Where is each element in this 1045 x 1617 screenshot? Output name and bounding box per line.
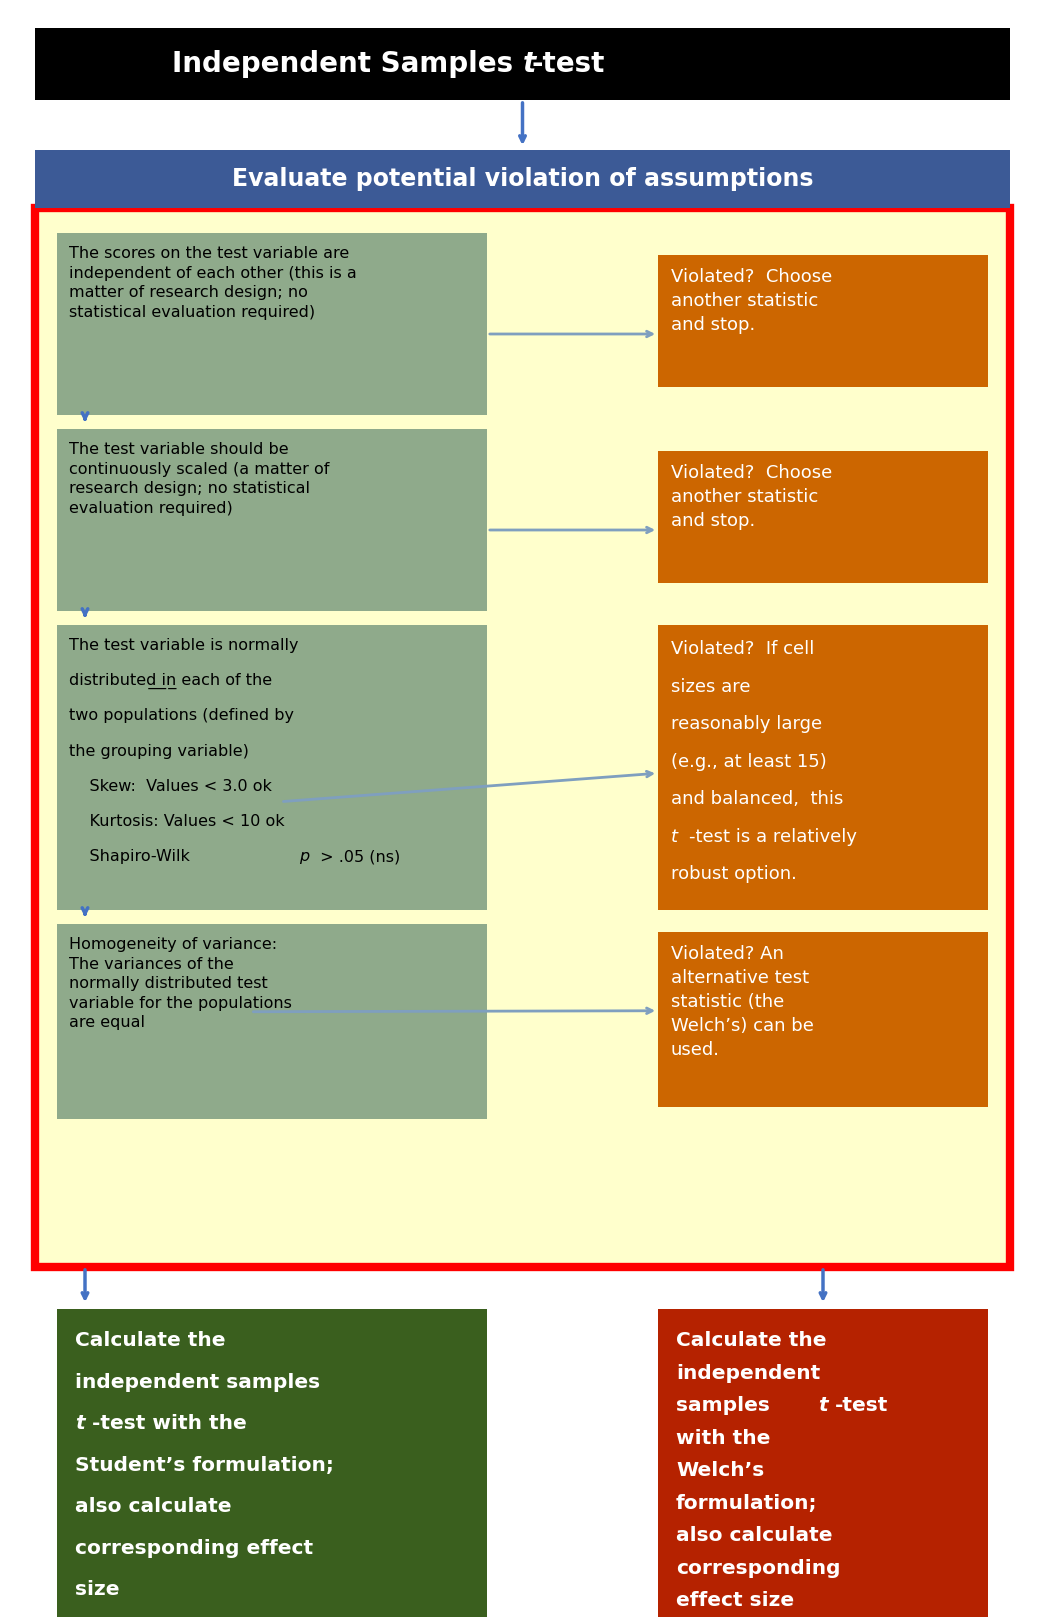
- FancyBboxPatch shape: [658, 626, 988, 910]
- FancyBboxPatch shape: [57, 1310, 487, 1617]
- Text: independent samples: independent samples: [75, 1373, 320, 1392]
- Text: The test variable is normally: The test variable is normally: [69, 639, 299, 653]
- Text: reasonably large: reasonably large: [671, 715, 822, 733]
- Text: Welch’s: Welch’s: [676, 1462, 764, 1480]
- Text: Evaluate potential violation of assumptions: Evaluate potential violation of assumpti…: [232, 167, 813, 191]
- Text: p: p: [299, 849, 309, 863]
- Text: -test is a relatively: -test is a relatively: [689, 828, 857, 846]
- Text: distributed̲ ̲i̲n̲ each of the: distributed̲ ̲i̲n̲ each of the: [69, 673, 272, 689]
- Text: t: t: [818, 1395, 828, 1415]
- Text: Violated?  If cell: Violated? If cell: [671, 640, 814, 658]
- Text: Violated?  Choose
another statistic
and stop.: Violated? Choose another statistic and s…: [671, 268, 832, 333]
- FancyBboxPatch shape: [658, 451, 988, 584]
- Text: robust option.: robust option.: [671, 865, 797, 883]
- FancyBboxPatch shape: [658, 931, 988, 1108]
- Text: the grouping variable): the grouping variable): [69, 744, 249, 758]
- FancyBboxPatch shape: [658, 1310, 988, 1617]
- Text: corresponding: corresponding: [676, 1559, 840, 1578]
- Text: Calculate the: Calculate the: [676, 1331, 827, 1350]
- Text: with the: with the: [676, 1428, 770, 1447]
- FancyBboxPatch shape: [34, 150, 1011, 209]
- Text: Independent Samples: Independent Samples: [171, 50, 522, 78]
- Text: corresponding effect: corresponding effect: [75, 1538, 314, 1557]
- Text: Student’s formulation;: Student’s formulation;: [75, 1455, 333, 1475]
- Text: (e.g., at least 15): (e.g., at least 15): [671, 752, 827, 770]
- FancyBboxPatch shape: [57, 923, 487, 1119]
- Text: t: t: [522, 50, 536, 78]
- Text: -test with the: -test with the: [93, 1413, 248, 1433]
- Text: Violated?  Choose
another statistic
and stop.: Violated? Choose another statistic and s…: [671, 464, 832, 530]
- Text: Violated? An
alternative test
statistic (the
Welch’s) can be
used.: Violated? An alternative test statistic …: [671, 944, 814, 1059]
- Text: > .05 (ns): > .05 (ns): [315, 849, 400, 863]
- Text: independent: independent: [676, 1363, 820, 1383]
- Text: -test: -test: [532, 50, 605, 78]
- Text: Shapiro-Wilk: Shapiro-Wilk: [69, 849, 195, 863]
- Text: The test variable should be
continuously scaled (a matter of
research design; no: The test variable should be continuously…: [69, 441, 329, 516]
- Text: effect size: effect size: [676, 1591, 794, 1611]
- Text: t: t: [75, 1413, 85, 1433]
- Text: Kurtosis: Values < 10 ok: Kurtosis: Values < 10 ok: [69, 813, 284, 830]
- FancyBboxPatch shape: [57, 626, 487, 910]
- Text: Homogeneity of variance:
The variances of the
normally distributed test
variable: Homogeneity of variance: The variances o…: [69, 936, 292, 1030]
- Text: and balanced,  this: and balanced, this: [671, 791, 843, 808]
- Text: Skew:  Values < 3.0 ok: Skew: Values < 3.0 ok: [69, 779, 272, 794]
- Text: Calculate the: Calculate the: [75, 1331, 226, 1350]
- FancyBboxPatch shape: [34, 27, 1011, 100]
- FancyBboxPatch shape: [57, 233, 487, 416]
- Text: two populations (defined by: two populations (defined by: [69, 708, 294, 723]
- FancyBboxPatch shape: [658, 255, 988, 386]
- Text: also calculate: also calculate: [75, 1497, 232, 1517]
- Text: -test: -test: [835, 1395, 888, 1415]
- Text: samples: samples: [676, 1395, 776, 1415]
- FancyBboxPatch shape: [34, 209, 1011, 1268]
- Text: formulation;: formulation;: [676, 1494, 817, 1512]
- Text: also calculate: also calculate: [676, 1526, 833, 1544]
- Text: sizes are: sizes are: [671, 678, 750, 695]
- Text: size: size: [75, 1580, 119, 1599]
- Text: The scores on the test variable are
independent of each other (this is a
matter : The scores on the test variable are inde…: [69, 246, 356, 320]
- Text: t: t: [671, 828, 678, 846]
- FancyBboxPatch shape: [57, 429, 487, 611]
